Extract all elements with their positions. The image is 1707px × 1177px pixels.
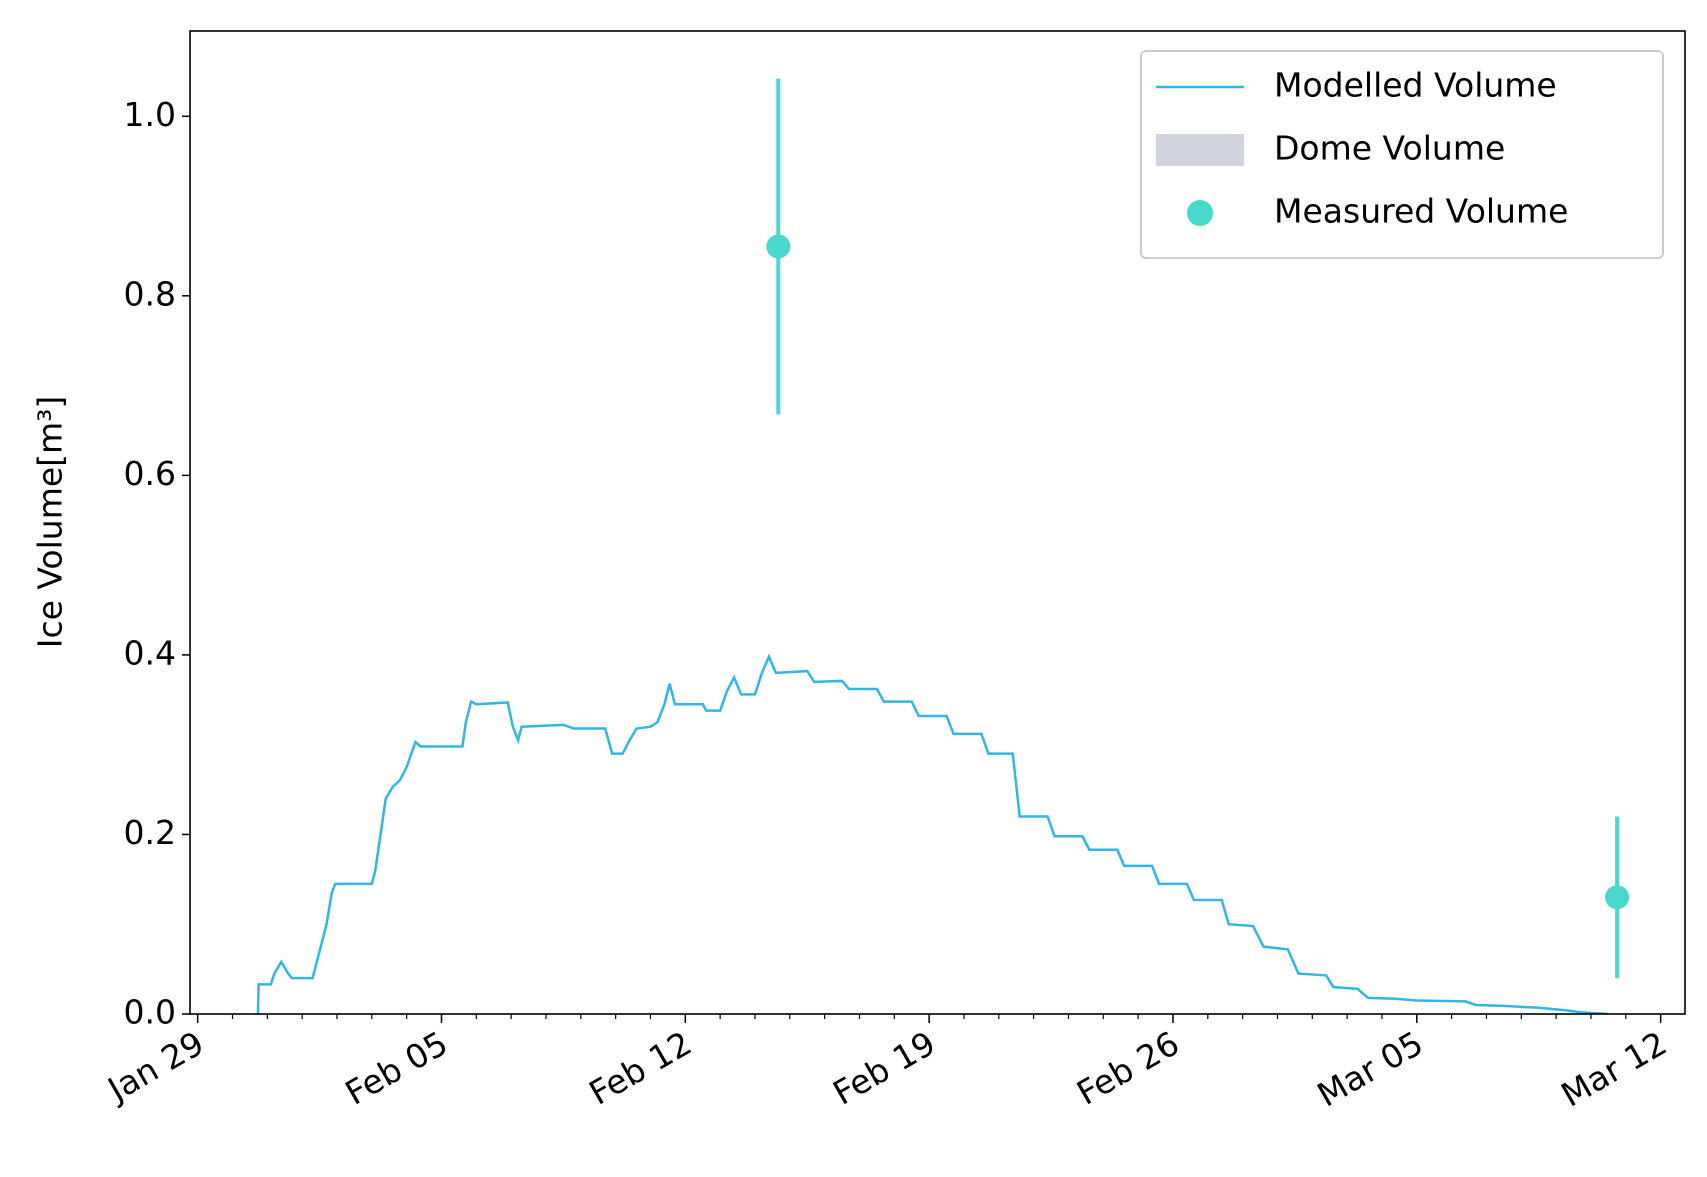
legend-marker [1187,200,1213,226]
x-tick-label: Feb 05 [339,1023,455,1112]
legend-label: Measured Volume [1274,192,1568,231]
y-axis-label: Ice Volume[m³] [31,396,70,649]
axes-frame [189,30,1686,1015]
y-tick-label: 1.0 [124,95,176,134]
y-tick-label: 0.0 [124,993,176,1032]
y-tick-label: 0.4 [124,633,176,672]
x-tick-label: Mar 05 [1311,1023,1430,1114]
legend-patch [1156,134,1244,166]
x-tick-label: Mar 12 [1554,1023,1673,1114]
legend-label: Dome Volume [1274,129,1505,168]
x-tick-label: Feb 26 [1070,1023,1186,1112]
y-tick-label: 0.2 [124,813,176,852]
y-tick-label: 0.6 [124,454,176,493]
legend-box [1140,50,1664,259]
y-tick-label: 0.8 [124,274,176,313]
measured-point [1605,885,1630,910]
x-tick-label: Feb 12 [583,1023,699,1112]
x-tick-label: Jan 29 [100,1023,211,1109]
modelled-line [256,653,1609,1014]
plot-area [256,78,1630,1014]
measured-point [766,234,791,259]
legend-label: Modelled Volume [1274,66,1557,105]
x-tick-label: Feb 19 [826,1023,942,1112]
